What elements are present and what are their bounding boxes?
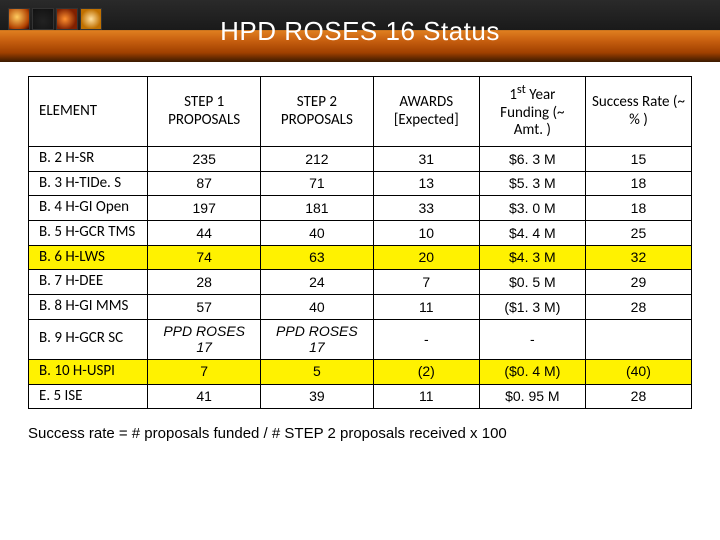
cell-value: 235	[148, 147, 261, 172]
cell-value: $0. 95 M	[479, 384, 585, 409]
cell-value: 87	[148, 171, 261, 196]
table-row: B. 3 H-TIDe. S877113$5. 3 M18	[29, 171, 692, 196]
cell-value: 40	[261, 295, 374, 320]
col-funding-line1: 1st Year Funding (~ Amt. )	[500, 86, 564, 139]
cell-value: -	[373, 319, 479, 359]
table-row: B. 2 H-SR23521231$6. 3 M15	[29, 147, 692, 172]
cell-value: PPD ROSES 17	[261, 319, 374, 359]
cell-value: 31	[373, 147, 479, 172]
cell-value: 212	[261, 147, 374, 172]
cell-element: B. 8 H-GI MMS	[29, 295, 148, 320]
cell-value: ($0. 4 M)	[479, 359, 585, 384]
cell-value: (2)	[373, 359, 479, 384]
cell-value: 71	[261, 171, 374, 196]
cell-value: 40	[261, 221, 374, 246]
title-icon-strip	[8, 8, 102, 30]
cell-value: 74	[148, 245, 261, 270]
cell-element: B. 5 H-GCR TMS	[29, 221, 148, 246]
cell-value: 18	[585, 196, 691, 221]
cell-value: $4. 3 M	[479, 245, 585, 270]
cell-element: B. 10 H-USPI	[29, 359, 148, 384]
col-element: ELEMENT	[29, 77, 148, 147]
col-success: Success Rate (~ % )	[585, 77, 691, 147]
cell-value: 29	[585, 270, 691, 295]
flare-icon	[56, 8, 78, 30]
table-row: B. 6 H-LWS746320$4. 3 M32	[29, 245, 692, 270]
cell-value: 13	[373, 171, 479, 196]
cell-element: B. 7 H-DEE	[29, 270, 148, 295]
table-row: B. 4 H-GI Open19718133$3. 0 M18	[29, 196, 692, 221]
cell-value	[585, 319, 691, 359]
sun-icon	[8, 8, 30, 30]
col-step1: STEP 1 PROPOSALS	[148, 77, 261, 147]
cell-value: 10	[373, 221, 479, 246]
col-step2: STEP 2 PROPOSALS	[261, 77, 374, 147]
cell-element: B. 6 H-LWS	[29, 245, 148, 270]
cell-value: $3. 0 M	[479, 196, 585, 221]
cell-value: 39	[261, 384, 374, 409]
space-icon	[32, 8, 54, 30]
col-awards: AWARDS [Expected]	[373, 77, 479, 147]
cell-value: 181	[261, 196, 374, 221]
table-row: B. 7 H-DEE28247$0. 5 M29	[29, 270, 692, 295]
table-container: ELEMENT STEP 1 PROPOSALS STEP 2 PROPOSAL…	[0, 62, 720, 415]
col-funding: 1st Year Funding (~ Amt. )	[479, 77, 585, 147]
corona-icon	[80, 8, 102, 30]
cell-value: 28	[585, 295, 691, 320]
cell-value: (40)	[585, 359, 691, 384]
cell-value: 7	[148, 359, 261, 384]
cell-value: 28	[148, 270, 261, 295]
cell-value: 33	[373, 196, 479, 221]
cell-element: B. 2 H-SR	[29, 147, 148, 172]
table-row: E. 5 ISE413911$0. 95 M28	[29, 384, 692, 409]
cell-value: 20	[373, 245, 479, 270]
cell-value: 11	[373, 295, 479, 320]
cell-value: 11	[373, 384, 479, 409]
table-row: B. 10 H-USPI75(2)($0. 4 M)(40)	[29, 359, 692, 384]
cell-element: E. 5 ISE	[29, 384, 148, 409]
cell-value: 63	[261, 245, 374, 270]
cell-value: ($1. 3 M)	[479, 295, 585, 320]
page-title: HPD ROSES 16 Status	[0, 16, 720, 47]
cell-value: 7	[373, 270, 479, 295]
cell-value: -	[479, 319, 585, 359]
cell-value: 57	[148, 295, 261, 320]
cell-value: $4. 4 M	[479, 221, 585, 246]
cell-value: $5. 3 M	[479, 171, 585, 196]
cell-value: 28	[585, 384, 691, 409]
title-bar: HPD ROSES 16 Status	[0, 0, 720, 62]
table-header-row: ELEMENT STEP 1 PROPOSALS STEP 2 PROPOSAL…	[29, 77, 692, 147]
cell-value: PPD ROSES 17	[148, 319, 261, 359]
cell-value: $0. 5 M	[479, 270, 585, 295]
cell-element: B. 9 H-GCR SC	[29, 319, 148, 359]
cell-value: 24	[261, 270, 374, 295]
cell-value: 44	[148, 221, 261, 246]
cell-value: 5	[261, 359, 374, 384]
cell-value: 41	[148, 384, 261, 409]
table-row: B. 5 H-GCR TMS444010$4. 4 M25	[29, 221, 692, 246]
cell-value: 197	[148, 196, 261, 221]
footnote: Success rate = # proposals funded / # ST…	[0, 415, 720, 442]
cell-value: $6. 3 M	[479, 147, 585, 172]
cell-value: 18	[585, 171, 691, 196]
status-table: ELEMENT STEP 1 PROPOSALS STEP 2 PROPOSAL…	[28, 76, 692, 409]
table-row: B. 8 H-GI MMS574011($1. 3 M)28	[29, 295, 692, 320]
cell-value: 25	[585, 221, 691, 246]
cell-value: 32	[585, 245, 691, 270]
cell-value: 15	[585, 147, 691, 172]
cell-element: B. 4 H-GI Open	[29, 196, 148, 221]
table-row: B. 9 H-GCR SCPPD ROSES 17PPD ROSES 17--	[29, 319, 692, 359]
cell-element: B. 3 H-TIDe. S	[29, 171, 148, 196]
